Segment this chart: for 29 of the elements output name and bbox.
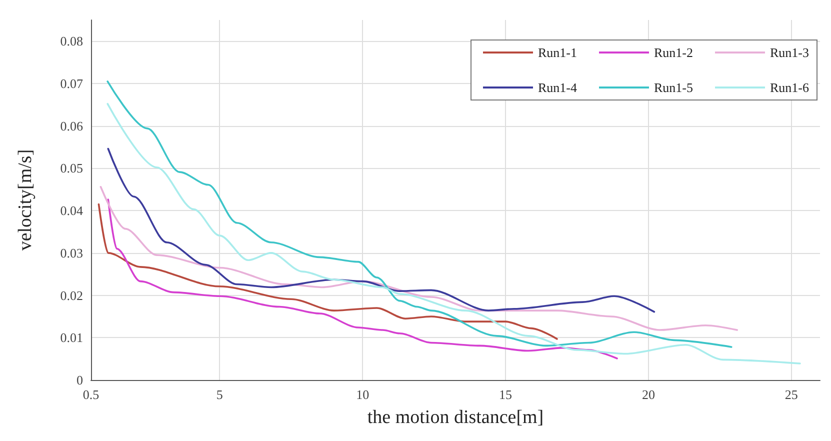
y-tick-label: 0.04 (60, 203, 84, 218)
legend-label: Run1-2 (654, 45, 693, 60)
line-series (98, 203, 558, 340)
x-tick-label: 5 (216, 387, 223, 402)
x-tick-label: 10 (356, 387, 370, 402)
legend-label: Run1-1 (538, 45, 577, 60)
x-tick-label: 20 (642, 387, 655, 402)
line-series (107, 198, 618, 360)
y-tick-label: 0.02 (60, 288, 83, 303)
y-axis-title: velocity[m/s] (15, 149, 36, 251)
y-tick-label: 0.05 (60, 160, 83, 176)
y-tick-label: 0 (76, 372, 83, 388)
y-tick-label: 0.07 (60, 76, 84, 92)
y-tick-label: 0.08 (60, 34, 83, 49)
x-tick-label: 15 (499, 387, 512, 402)
line-series (107, 148, 656, 313)
y-tick-label: 0.06 (60, 118, 84, 134)
legend-label: Run1-3 (770, 45, 809, 60)
line-series (100, 186, 738, 331)
x-axis-title: the motion distance[m] (367, 407, 544, 428)
line-series (106, 80, 732, 348)
legend-label: Run1-6 (770, 80, 810, 95)
x-tick-label: 0.5 (82, 387, 100, 402)
y-tick-label: 0.01 (60, 330, 83, 346)
x-tick-label: 25 (784, 387, 798, 402)
y-tick-label: 0.03 (60, 245, 83, 260)
line-series (106, 102, 801, 364)
legend-label: Run1-5 (654, 80, 693, 95)
legend-label: Run1-4 (538, 80, 578, 95)
